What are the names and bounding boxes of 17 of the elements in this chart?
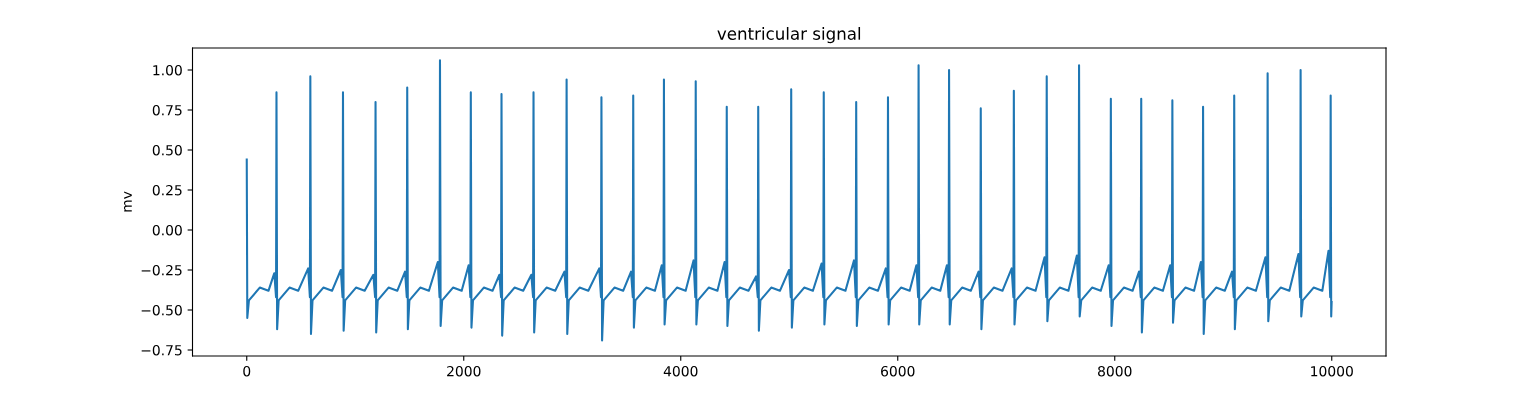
chart-title: ventricular signal: [717, 27, 861, 44]
x-tick-label: 6000: [881, 365, 915, 377]
y-tick-label: 0.25: [152, 184, 182, 196]
x-tick-label: 2000: [447, 365, 481, 377]
y-tick-label: −0.25: [141, 264, 182, 276]
y-tick-label: 1.00: [153, 64, 182, 76]
y-axis-title: mv: [123, 191, 132, 212]
x-tick-label: 10000: [1311, 365, 1353, 377]
x-tick-label: 0: [243, 365, 251, 377]
y-tick-label: −0.75: [141, 344, 182, 356]
x-tick-label: 4000: [663, 365, 698, 377]
y-tick-label: 0.75: [152, 104, 182, 116]
line-series: [245, 59, 1333, 342]
y-tick-label: −0.50: [141, 304, 182, 316]
y-tick-label: 0.50: [152, 144, 182, 156]
y-tick-label: 0.00: [152, 224, 182, 236]
x-tick-label: 8000: [1098, 365, 1132, 377]
